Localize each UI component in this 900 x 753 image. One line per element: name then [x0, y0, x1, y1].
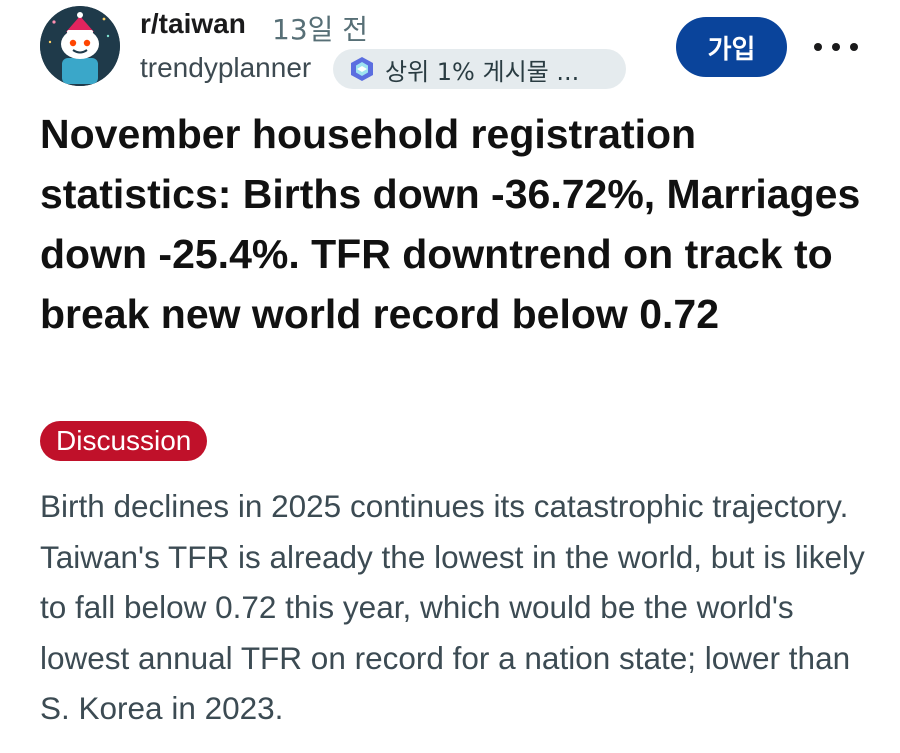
post-flair[interactable]: Discussion [40, 421, 208, 461]
post-title[interactable]: November household registration statisti… [40, 111, 861, 337]
dot [832, 43, 840, 51]
post-time: 13일 전 [272, 13, 369, 46]
author-name[interactable]: trendyplanner [140, 52, 312, 83]
dot [850, 43, 858, 51]
post-body: Birth declines in 2025 continues its cat… [40, 488, 865, 726]
top-contributor-icon [347, 54, 377, 84]
subreddit-name[interactable]: r/taiwan [140, 8, 246, 39]
badge-label: 상위 1% 게시물 ... [385, 57, 580, 86]
post-header: r/taiwan 13일 전 trendyplanner 상위 1% 게시물 .… [0, 0, 900, 100]
join-button[interactable]: 가입 [676, 17, 787, 77]
dot [814, 43, 822, 51]
more-options-icon[interactable] [814, 30, 858, 64]
top-post-badge[interactable]: 상위 1% 게시물 ... [333, 49, 626, 89]
reddit-snoo-avatar-icon [40, 6, 120, 86]
subreddit-avatar[interactable] [40, 6, 120, 86]
